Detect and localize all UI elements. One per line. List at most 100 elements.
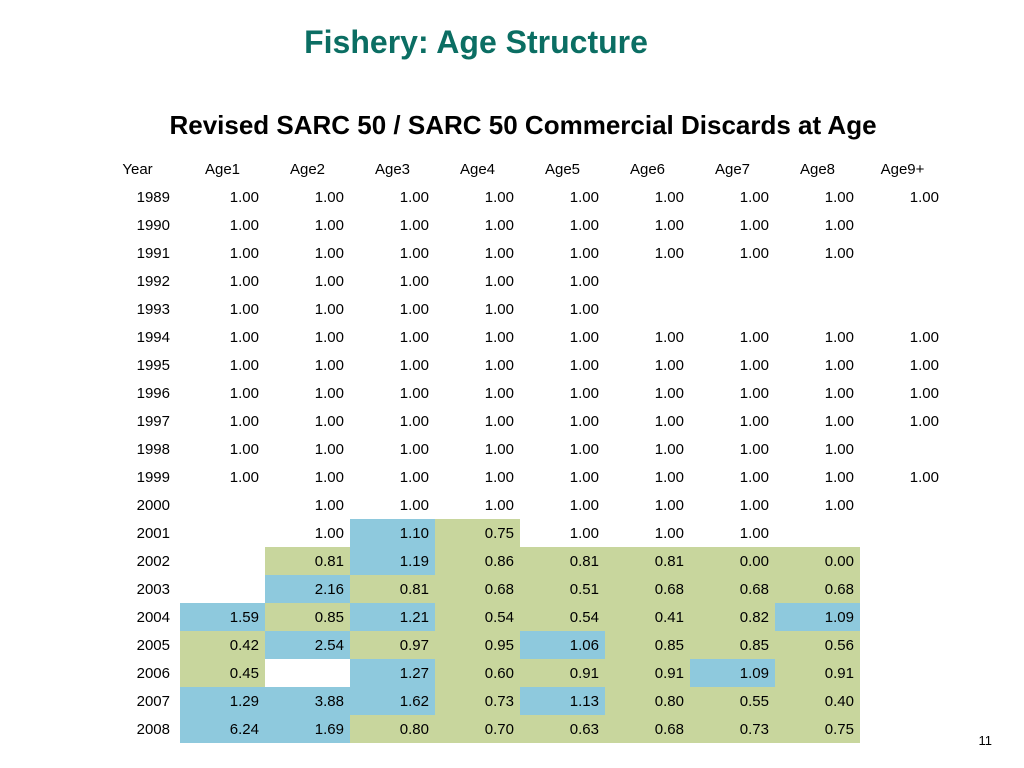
table-header-row: Year Age1 Age2 Age3 Age4 Age5 Age6 Age7 Age8 Age9… <box>95 155 945 183</box>
table-row: 2003 2.16 0.81 0.68 0.51 0.68 0.68 0.68 <box>95 575 945 603</box>
value-cell: 2.16 <box>265 575 350 603</box>
value-cell: 1.00 <box>399 496 429 514</box>
value-cell: 0.82 <box>690 603 775 631</box>
value-cell: 1.00 <box>484 356 514 374</box>
value-cell: 1.00 <box>569 328 599 346</box>
value-cell: 1.00 <box>399 468 429 486</box>
value-cell: 1.00 <box>824 216 854 234</box>
value-cell: 0.68 <box>605 575 690 603</box>
year-cell: 2004 <box>136 608 170 626</box>
value-cell: 1.00 <box>824 496 854 514</box>
table-row: 2000 1.00 1.00 1.00 1.00 1.00 1.00 1.00 <box>95 491 945 519</box>
value-cell: 0.95 <box>435 631 520 659</box>
value-cell: 0.68 <box>690 575 775 603</box>
value-cell: 1.00 <box>314 188 344 206</box>
table-row: 1994 1.00 1.00 1.00 1.00 1.00 1.00 1.00 1.00 1.00 <box>95 323 945 351</box>
value-cell: 0.73 <box>690 715 775 743</box>
value-cell <box>180 547 265 575</box>
table-row: 2008 6.24 1.69 0.80 0.70 0.63 0.68 0.73 0.75 <box>95 715 945 743</box>
value-cell: 0.81 <box>265 547 350 575</box>
table-body: 1989 1.00 1.00 1.00 1.00 1.00 1.00 1.00 1.00 1.00… <box>95 183 945 743</box>
year-cell: 2007 <box>136 692 170 710</box>
page-number: 11 <box>978 733 993 748</box>
value-cell <box>860 491 945 519</box>
value-cell <box>775 519 860 547</box>
value-cell <box>860 211 945 239</box>
year-cell: 2008 <box>136 720 170 738</box>
value-cell: 1.00 <box>484 412 514 430</box>
value-cell: 1.00 <box>569 216 599 234</box>
column-header-age7: Age7 <box>714 160 751 178</box>
value-cell: 0.00 <box>775 547 860 575</box>
value-cell: 1.00 <box>399 188 429 206</box>
slide-title: Fishery: Age Structure <box>304 24 648 60</box>
year-cell: 1995 <box>136 356 170 374</box>
value-cell: 1.62 <box>350 687 435 715</box>
value-cell: 1.00 <box>484 468 514 486</box>
value-cell: 1.00 <box>484 440 514 458</box>
value-cell: 1.00 <box>314 384 344 402</box>
value-cell: 1.00 <box>314 468 344 486</box>
value-cell: 1.00 <box>909 384 939 402</box>
value-cell: 1.00 <box>739 440 769 458</box>
value-cell <box>860 435 945 463</box>
value-cell: 0.86 <box>435 547 520 575</box>
value-cell: 0.51 <box>520 575 605 603</box>
value-cell: 0.80 <box>605 687 690 715</box>
value-cell <box>860 519 945 547</box>
value-cell <box>860 631 945 659</box>
value-cell: 1.00 <box>824 440 854 458</box>
value-cell: 1.00 <box>484 188 514 206</box>
value-cell: 1.00 <box>314 216 344 234</box>
year-cell: 1992 <box>136 272 170 290</box>
value-cell <box>605 295 690 323</box>
value-cell: 1.00 <box>739 188 769 206</box>
value-cell <box>860 239 945 267</box>
value-cell: 1.00 <box>569 188 599 206</box>
value-cell: 1.00 <box>569 524 599 542</box>
value-cell: 1.00 <box>399 384 429 402</box>
value-cell: 1.00 <box>909 188 939 206</box>
value-cell <box>180 575 265 603</box>
value-cell: 1.00 <box>739 356 769 374</box>
value-cell: 1.00 <box>314 412 344 430</box>
table-row: 1995 1.00 1.00 1.00 1.00 1.00 1.00 1.00 1.00 1.00 <box>95 351 945 379</box>
value-cell: 0.00 <box>690 547 775 575</box>
value-cell: 1.00 <box>484 496 514 514</box>
value-cell: 1.10 <box>350 519 435 547</box>
value-cell: 1.19 <box>350 547 435 575</box>
discards-at-age-table: Year Age1 Age2 Age3 Age4 Age5 Age6 Age7 Age8 Age9… <box>95 155 945 743</box>
value-cell: 1.00 <box>484 384 514 402</box>
value-cell: 6.24 <box>180 715 265 743</box>
table-subtitle: Revised SARC 50 / SARC 50 Commercial Dis… <box>169 110 877 140</box>
table-row: 1990 1.00 1.00 1.00 1.00 1.00 1.00 1.00 1.00 <box>95 211 945 239</box>
value-cell: 1.00 <box>484 244 514 262</box>
value-cell: 1.00 <box>824 356 854 374</box>
value-cell <box>860 575 945 603</box>
value-cell: 1.00 <box>314 328 344 346</box>
value-cell: 1.00 <box>314 440 344 458</box>
year-cell: 1990 <box>136 216 170 234</box>
value-cell: 1.00 <box>484 272 514 290</box>
year-cell: 1999 <box>136 468 170 486</box>
value-cell: 0.55 <box>690 687 775 715</box>
year-cell: 1993 <box>136 300 170 318</box>
value-cell: 1.00 <box>824 244 854 262</box>
column-header-age6: Age6 <box>629 160 666 178</box>
value-cell: 1.00 <box>314 272 344 290</box>
year-cell: 2002 <box>136 552 170 570</box>
value-cell <box>860 715 945 743</box>
value-cell: 1.00 <box>484 328 514 346</box>
value-cell: 1.00 <box>399 272 429 290</box>
value-cell: 0.54 <box>520 603 605 631</box>
year-cell: 2006 <box>136 664 170 682</box>
table-row: 1993 1.00 1.00 1.00 1.00 1.00 <box>95 295 945 323</box>
table-row: 1999 1.00 1.00 1.00 1.00 1.00 1.00 1.00 1.00 1.00 <box>95 463 945 491</box>
column-header-age9-plus: Age9+ <box>880 160 925 178</box>
value-cell: 1.00 <box>739 468 769 486</box>
value-cell: 1.00 <box>739 524 769 542</box>
value-cell: 1.00 <box>654 524 684 542</box>
year-cell: 1997 <box>136 412 170 430</box>
value-cell: 1.00 <box>484 216 514 234</box>
value-cell: 1.59 <box>180 603 265 631</box>
